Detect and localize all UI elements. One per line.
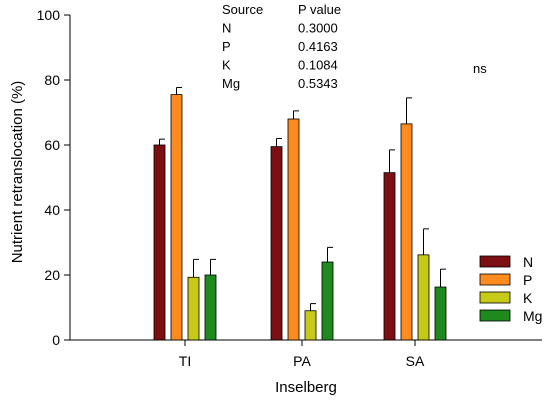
stats-row-pvalue: 0.3000 [298,21,338,36]
legend-label-N: N [523,254,533,270]
x-tick-label: PA [293,353,311,369]
bar-N-PA [270,146,283,341]
x-axis-label: Inselberg [275,379,337,396]
bar-P-SA [400,123,413,341]
bar-K-SA [417,254,430,341]
y-tick-label: 20 [44,267,60,283]
y-tick-label: 60 [44,137,60,153]
stats-header-pvalue: P value [298,2,341,17]
legend-label-P: P [523,272,532,288]
legend-swatch-P [479,273,511,286]
bar-P-TI [170,94,183,341]
legend-swatch-Mg [479,309,511,322]
bar-N-SA [383,172,396,341]
legend-label-K: K [523,290,533,306]
stats-header-source: Source [222,2,263,17]
x-tick-label: SA [406,353,425,369]
y-tick-label: 40 [44,202,60,218]
legend-swatch-N [479,255,511,268]
bar-Mg-TI [204,274,217,341]
bar-K-PA [304,310,317,341]
y-tick-label: 80 [44,72,60,88]
y-axis-label: Nutrient retranslocation (%) [9,81,26,264]
axes: 0 20 40 60 80 100 TI PA SA [37,7,542,369]
bar-P-PA [287,118,300,341]
stats-row-source: Mg [222,76,240,91]
bar-K-TI [187,276,200,341]
bar-Mg-SA [434,286,447,341]
legend: NPK Mg [479,254,542,324]
stats-row-source: N [222,21,231,36]
legend-swatch-K [479,291,511,304]
stats-row-source: P [222,39,231,54]
bar-Mg-PA [321,261,334,341]
y-tick-label: 100 [37,7,61,23]
y-tick-label: 0 [52,332,60,348]
stats-row-pvalue: 0.1084 [298,58,338,73]
stats-row-pvalue: 0.4163 [298,39,338,54]
annotation-ns: ns [473,61,487,76]
stats-row-source: K [222,58,231,73]
stats-table: Source P value N 0.3000 P 0.4163 K 0.1084 Mg 0.53… [222,2,341,91]
bars [153,86,447,341]
legend-label-Mg: Mg [523,308,542,324]
x-tick-label: TI [179,353,191,369]
bar-N-TI [153,144,166,341]
stats-row-pvalue: 0.5343 [298,76,338,91]
